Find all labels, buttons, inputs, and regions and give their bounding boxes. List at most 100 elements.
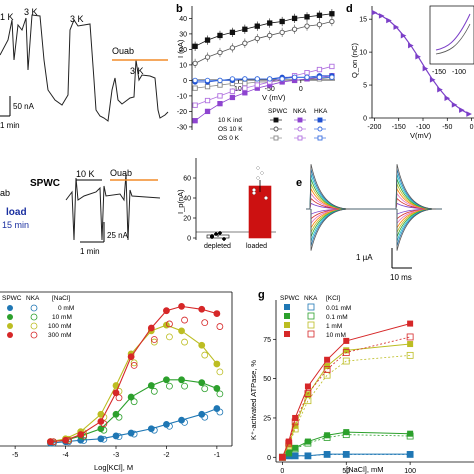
panel-d-point xyxy=(451,102,458,108)
panel-d-point xyxy=(400,32,407,39)
panel-c-bar-point xyxy=(213,231,219,237)
panel-b-legend-col-1: SPWC xyxy=(268,108,288,115)
panel-b-point xyxy=(316,12,323,18)
panel-f-open-point xyxy=(181,338,188,346)
panel-e-trace-down xyxy=(310,208,437,251)
panel-d-y-tick-label-2: 10 xyxy=(359,50,367,57)
panel-g-letter: g xyxy=(258,289,265,301)
panel-f-point xyxy=(198,341,206,349)
panel-b: b -30 -20 -10 0 10 20 30 40 -10 0 -50 0 V (mV) I (… xyxy=(176,3,335,142)
panel-c-bar-chart: 0 20 40 60 depleted loaded I_p(nA) xyxy=(176,158,276,250)
panel-d-x-tick-label-3: -50 xyxy=(442,124,452,131)
panel-c-bar-category-1: depleted xyxy=(204,243,231,250)
panel-g-open-point xyxy=(323,434,331,441)
panel-f-point xyxy=(213,310,221,317)
panel-g-legend-filled xyxy=(284,313,290,319)
panel-f-open-point xyxy=(150,387,158,395)
panel-f-open-point xyxy=(201,351,209,359)
panel-d-x-tick-label-2: -100 xyxy=(416,124,430,131)
panel-b-point xyxy=(316,66,323,73)
panel-g-point xyxy=(304,438,311,445)
panel-b-y-tick-label-3: 0 xyxy=(183,78,187,85)
panel-b-point xyxy=(291,15,298,22)
panel-d-point xyxy=(415,53,421,60)
panel-f-legend-label-4: 300 mM xyxy=(48,332,71,339)
panel-f-open-point xyxy=(181,382,188,390)
panel-b-y-tick-label-0: -30 xyxy=(177,124,187,131)
panel-f-open-point xyxy=(130,359,138,367)
panel-g-open-point xyxy=(304,390,312,397)
panel-g-point xyxy=(343,429,350,436)
panel-b-point xyxy=(217,100,223,107)
panel-d-point xyxy=(393,24,400,30)
panel-b-series-line-0 xyxy=(194,13,332,47)
panel-e: e 1 µA 10 ms xyxy=(296,164,442,282)
panel-a-step-label-1: 1 K xyxy=(0,12,14,22)
panel-f-open-point xyxy=(201,385,209,393)
panel-e-trace-up xyxy=(306,164,442,210)
panel-f-series xyxy=(47,302,224,447)
panel-f-open-point xyxy=(166,320,173,328)
panel-b-point xyxy=(192,102,198,108)
panel-f-legend-header-1: SPWC xyxy=(2,295,22,302)
panel-c-bar-point xyxy=(255,175,261,181)
panel-f-open-point xyxy=(201,319,209,327)
panel-b-point xyxy=(291,74,298,80)
panel-c-bar-marks xyxy=(206,165,272,242)
panel-b-legend-marker xyxy=(273,117,279,123)
panel-b-point xyxy=(204,108,211,115)
panel-f-point xyxy=(163,376,170,384)
panel-g-open-point xyxy=(406,351,414,359)
panel-b-point xyxy=(254,82,260,88)
panel-b-point xyxy=(279,29,285,35)
panel-b-point xyxy=(304,74,310,80)
panel-g-x-tick-label-0: 0 xyxy=(280,468,284,474)
panel-g-dotted-line-2 xyxy=(282,354,411,458)
panel-g-open-point xyxy=(342,349,350,356)
panel-c-bar-point xyxy=(255,165,261,171)
panel-f-open-point xyxy=(216,368,224,376)
panel-f-point xyxy=(178,376,185,384)
panel-g-y-tick-label-1: 25 xyxy=(263,415,271,422)
panel-a: 1 K 3 K 3 K 3 K Ouab 50 nA 1 min xyxy=(0,7,169,130)
panel-d-y-label: Q_on (nC) xyxy=(350,42,359,78)
panel-g-legend-open xyxy=(307,321,315,329)
panel-f-x-tick-label-3: -2 xyxy=(163,452,169,459)
panel-g-y-tick-label-3: 75 xyxy=(263,337,271,344)
panel-b-point xyxy=(254,35,260,42)
panel-b-legend-marker xyxy=(317,135,323,141)
panel-f-open-point xyxy=(115,394,123,402)
panel-b-legend-row-2: OS 10 K xyxy=(218,126,243,133)
panel-g-dotted-line-3 xyxy=(282,336,411,458)
panel-f-open-point xyxy=(166,333,173,341)
panel-g-y-label: K⁺-activated ATPase, % xyxy=(249,360,258,440)
panel-f-legend-marks xyxy=(7,304,38,339)
panel-g-legend-label-4: 10 mM xyxy=(326,332,346,339)
panel-c-bar-point xyxy=(251,187,257,193)
panel-f-x-tick-label-4: -1 xyxy=(214,452,220,459)
panel-g-x-label: [NaCl], mM xyxy=(346,465,384,474)
panel-f-open-point xyxy=(100,435,108,443)
panel-e-traces xyxy=(306,164,442,251)
panel-g-open-point xyxy=(323,371,331,379)
panel-b-point xyxy=(279,18,285,25)
panel-a-scale-time: 1 min xyxy=(0,121,20,130)
panel-f: -5 -4 -3 -2 -1 Log[KCl], M SPWC NKA [NaCl] 0… xyxy=(0,291,233,472)
panel-e-trace-up xyxy=(306,183,442,210)
panel-b-point xyxy=(242,76,248,82)
panel-b-point xyxy=(242,90,248,96)
panel-f-x-tick-label-2: -3 xyxy=(113,452,119,459)
panel-g-point xyxy=(285,438,292,445)
panel-g-point xyxy=(304,452,311,459)
panel-b-point xyxy=(192,43,198,49)
panel-c-scale-time: 1 min xyxy=(80,247,100,256)
panel-g-x-tick-label-2: 100 xyxy=(404,468,416,474)
panel-f-point xyxy=(198,305,206,313)
panel-b-point xyxy=(229,94,236,101)
panel-f-open-point xyxy=(130,398,138,406)
panel-g-y-ticks: 0 25 50 75 xyxy=(263,337,276,462)
panel-f-open-point xyxy=(100,426,108,434)
panel-b-point xyxy=(242,80,248,87)
panel-f-open-point xyxy=(166,422,173,430)
panel-d-x-tick-label-0: -200 xyxy=(367,124,381,131)
